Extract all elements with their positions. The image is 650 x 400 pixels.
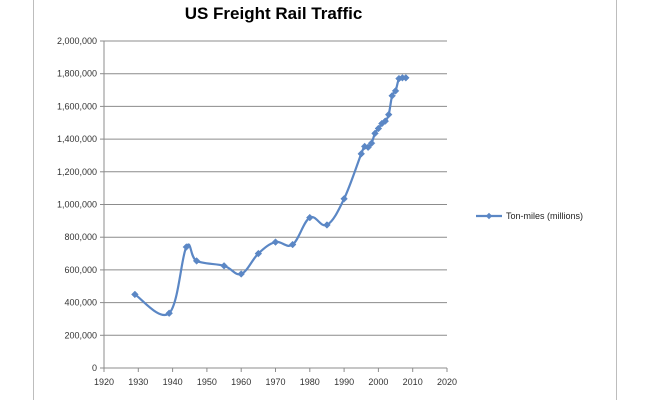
- data-point: [288, 240, 297, 249]
- y-tick-label: 600,000: [64, 265, 97, 275]
- x-tick-label: 1930: [128, 377, 148, 387]
- data-point: [323, 221, 331, 229]
- legend-label: Ton-miles (millions): [506, 211, 583, 221]
- x-tick-label: 2010: [403, 377, 423, 387]
- x-tick-label: 1950: [197, 377, 217, 387]
- data-point: [402, 74, 410, 82]
- x-tick-label: 1980: [300, 377, 320, 387]
- x-tick-label: 2020: [437, 377, 457, 387]
- data-point: [357, 150, 366, 158]
- y-tick-label: 1,000,000: [57, 200, 97, 210]
- y-tick-label: 1,600,000: [57, 101, 97, 111]
- data-point: [220, 262, 228, 270]
- data-point: [254, 249, 263, 258]
- data-point: [237, 270, 245, 278]
- data-point: [192, 257, 201, 265]
- series-line: [134, 76, 406, 317]
- y-tick-label: 1,800,000: [57, 69, 97, 79]
- data-point: [384, 110, 393, 119]
- data-point: [306, 213, 314, 222]
- data-point: [340, 195, 348, 203]
- data-point: [391, 87, 400, 95]
- y-tick-label: 0: [92, 363, 97, 373]
- data-point: [388, 92, 396, 100]
- x-tick-label: 1990: [334, 377, 354, 387]
- x-tick-label: 1920: [94, 377, 114, 387]
- gridlines: [104, 40, 447, 336]
- data-point: [364, 143, 372, 152]
- data-point: [374, 124, 383, 133]
- data-point: [271, 238, 280, 246]
- x-tick-label: 2000: [368, 377, 388, 387]
- x-axis-ticks: 1920 1930 1940 1950 1960 1970 1980 1990 2000 2010…: [94, 368, 457, 387]
- data-point: [371, 129, 379, 138]
- y-tick-label: 1,400,000: [57, 134, 97, 144]
- series-layer: [131, 74, 410, 317]
- x-tick-label: 1940: [163, 377, 183, 387]
- data-point: [165, 309, 173, 317]
- x-tick-label: 1970: [265, 377, 285, 387]
- legend-marker: [485, 212, 493, 220]
- x-tick-label: 1960: [231, 377, 251, 387]
- y-tick-label: 2,000,000: [57, 36, 97, 46]
- y-tick-label: 1,200,000: [57, 167, 97, 177]
- legend: Ton-miles (millions): [476, 211, 583, 221]
- data-point: [367, 139, 376, 147]
- data-point: [131, 290, 139, 299]
- y-tick-label: 200,000: [64, 330, 97, 340]
- chart-title: US Freight Rail Traffic: [184, 4, 363, 23]
- chart-frame: [33, 0, 617, 400]
- data-point: [182, 243, 191, 251]
- y-tick-label: 800,000: [64, 232, 97, 242]
- y-tick-label: 400,000: [64, 298, 97, 308]
- y-axis-ticks: 0 200,000 400,000 600,000 800,000 1,000,000 1,…: [57, 36, 104, 373]
- data-point: [381, 117, 390, 125]
